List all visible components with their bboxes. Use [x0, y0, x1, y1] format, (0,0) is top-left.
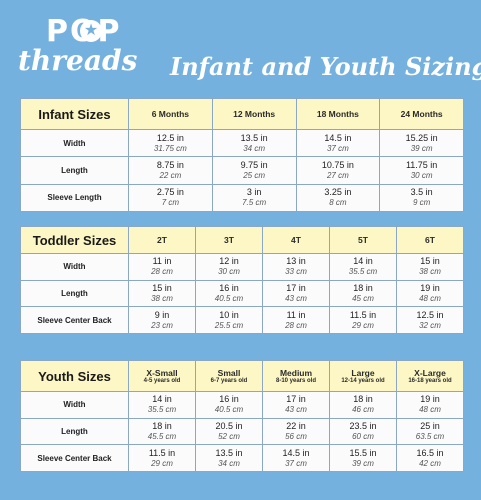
- size-cell: 22 in 56 cm: [262, 417, 330, 446]
- size-cell: 9 in 23 cm: [128, 306, 196, 334]
- size-column-header: 4T: [262, 226, 330, 254]
- size-cell: 14 in 35.5 cm: [128, 391, 196, 419]
- size-cell: 16 in 40.5 cm: [195, 391, 263, 419]
- size-column-header: Medium 8-10 years old: [262, 360, 330, 392]
- size-cell: 3 in 7.5 cm: [211, 183, 297, 213]
- size-cell: 14.5 in 37 cm: [262, 444, 330, 472]
- size-cell: 15.5 in 39 cm: [329, 444, 397, 472]
- size-cell: 18 in 46 cm: [329, 391, 397, 419]
- size-cell: 19 in 48 cm: [396, 391, 464, 419]
- row-label: Length: [20, 156, 129, 185]
- size-cell: 14 in 35.5 cm: [329, 253, 397, 281]
- table-header-row: Toddler Sizes 2T 3T 4T 5T 6T: [20, 226, 464, 254]
- size-cell: 10.75 in 27 cm: [295, 156, 381, 185]
- table-header-row: Infant Sizes 6 Months 12 Months 18 Month…: [20, 98, 464, 130]
- size-cell: 20.5 in 52 cm: [195, 417, 263, 446]
- pop-threads-logo: POP ★ threads: [18, 14, 158, 77]
- table-row: Length 15 in 38 cm 16 in 40.5 cm 17 in 43 c…: [20, 279, 464, 308]
- page-title: Infant and Youth Sizing: [170, 52, 481, 81]
- size-cell: 25 in 63.5 cm: [396, 417, 464, 446]
- size-cell: 10 in 25.5 cm: [195, 306, 263, 334]
- youth-size-table: Youth Sizes X-Small 4-5 years old Small 6-…: [20, 360, 464, 472]
- size-cell: 9.75 in 25 cm: [211, 156, 297, 185]
- row-label: Sleeve Center Back: [20, 444, 129, 472]
- size-cell: 11.5 in 29 cm: [128, 444, 196, 472]
- table-row: Sleeve Center Back 11.5 in 29 cm 13.5 in 3…: [20, 444, 464, 472]
- row-label: Sleeve Length: [20, 183, 129, 213]
- size-cell: 17 in 43 cm: [262, 391, 330, 419]
- size-cell: 19 in 48 cm: [396, 279, 464, 308]
- size-cell: 11 in 28 cm: [262, 306, 330, 334]
- star-icon: ★: [80, 20, 102, 42]
- table-row: Sleeve Length 2.75 in 7 cm 3 in 7.5 cm 3.2…: [20, 183, 464, 213]
- infant-size-table: Infant Sizes 6 Months 12 Months 18 Month…: [20, 98, 464, 213]
- size-column-header: 18 Months: [295, 98, 381, 130]
- size-cell: 18 in 45.5 cm: [128, 417, 196, 446]
- row-label: Length: [20, 417, 129, 446]
- size-column-header: 6T: [396, 226, 464, 254]
- size-column-header: X-Small 4-5 years old: [128, 360, 196, 392]
- size-column-header: Large 12-14 years old: [329, 360, 397, 392]
- size-cell: 8.75 in 22 cm: [128, 156, 213, 185]
- row-label: Width: [20, 128, 129, 158]
- size-column-header: Small 6-7 years old: [195, 360, 263, 392]
- size-cell: 13 in 33 cm: [262, 253, 330, 281]
- size-column-header: 5T: [329, 226, 397, 254]
- size-cell: 3.25 in 8 cm: [295, 183, 381, 213]
- size-cell: 12.5 in 32 cm: [396, 306, 464, 334]
- size-cell: 16 in 40.5 cm: [195, 279, 263, 308]
- size-cell: 18 in 45 cm: [329, 279, 397, 308]
- size-column-header: 12 Months: [211, 98, 297, 130]
- header: POP ★ threads Infant and Youth Sizing: [0, 0, 481, 90]
- size-cell: 12.5 in 31.75 cm: [128, 128, 213, 158]
- size-cell: 2.75 in 7 cm: [128, 183, 213, 213]
- table-row: Width 14 in 35.5 cm 16 in 40.5 cm 17 in 43 …: [20, 391, 464, 419]
- toddler-sizes-heading: Toddler Sizes: [20, 226, 129, 254]
- table-row: Width 11 in 28 cm 12 in 30 cm 13 in 33 cm 1…: [20, 253, 464, 281]
- size-cell: 23.5 in 60 cm: [329, 417, 397, 446]
- size-cell: 13.5 in 34 cm: [211, 128, 297, 158]
- size-cell: 11.5 in 29 cm: [329, 306, 397, 334]
- size-cell: 3.5 in 9 cm: [379, 183, 464, 213]
- row-label: Width: [20, 253, 129, 281]
- table-row: Sleeve Center Back 9 in 23 cm 10 in 25.5 c…: [20, 306, 464, 334]
- table-header-row: Youth Sizes X-Small 4-5 years old Small 6-…: [20, 360, 464, 392]
- row-label: Sleeve Center Back: [20, 306, 129, 334]
- size-column-header: X-Large 16-18 years old: [396, 360, 464, 392]
- table-row: Width 12.5 in 31.75 cm 13.5 in 34 cm 14.5 …: [20, 128, 464, 158]
- size-column-header: 3T: [195, 226, 263, 254]
- toddler-size-table: Toddler Sizes 2T 3T 4T 5T 6T Width 11 in…: [20, 226, 464, 334]
- size-cell: 11 in 28 cm: [128, 253, 196, 281]
- youth-sizes-heading: Youth Sizes: [20, 360, 129, 392]
- logo-threads-text: threads: [18, 44, 138, 77]
- table-row: Length 8.75 in 22 cm 9.75 in 25 cm 10.75 i…: [20, 156, 464, 185]
- size-column-header: 2T: [128, 226, 196, 254]
- size-cell: 15.25 in 39 cm: [379, 128, 464, 158]
- size-cell: 12 in 30 cm: [195, 253, 263, 281]
- row-label: Width: [20, 391, 129, 419]
- size-column-header: 24 Months: [379, 98, 464, 130]
- infant-sizes-heading: Infant Sizes: [20, 98, 129, 130]
- size-cell: 15 in 38 cm: [128, 279, 196, 308]
- size-cell: 15 in 38 cm: [396, 253, 464, 281]
- size-cell: 13.5 in 34 cm: [195, 444, 263, 472]
- size-cell: 17 in 43 cm: [262, 279, 330, 308]
- size-column-header: 6 Months: [128, 98, 213, 130]
- size-cell: 11.75 in 30 cm: [379, 156, 464, 185]
- row-label: Length: [20, 279, 129, 308]
- size-cell: 16.5 in 42 cm: [396, 444, 464, 472]
- table-row: Length 18 in 45.5 cm 20.5 in 52 cm 22 in 56…: [20, 417, 464, 446]
- size-cell: 14.5 in 37 cm: [295, 128, 381, 158]
